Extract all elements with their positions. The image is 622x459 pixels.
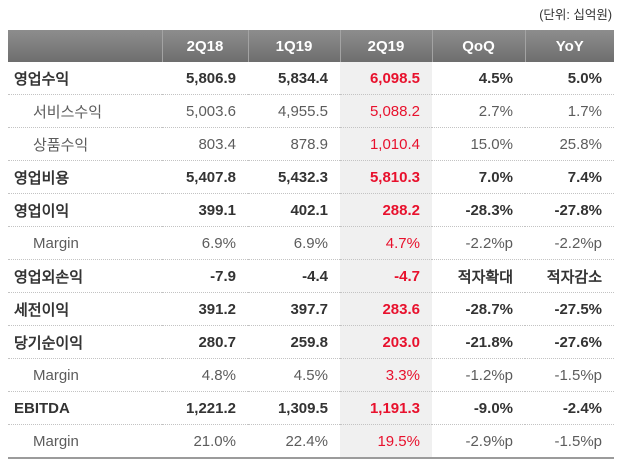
cell: 803.4 <box>162 127 248 161</box>
row-label: 영업이익 <box>8 193 162 227</box>
cell: 283.6 <box>340 292 432 326</box>
cell: 4,955.5 <box>248 94 340 128</box>
table-row: 영업비용 5,407.8 5,432.3 5,810.3 7.0% 7.4% <box>8 160 614 194</box>
cell: -9.0% <box>432 391 525 425</box>
cell: -27.6% <box>525 325 614 359</box>
cell: 1,221.2 <box>162 391 248 425</box>
cell: -27.8% <box>525 193 614 227</box>
table-row: Margin 21.0% 22.4% 19.5% -2.9%p -1.5%p <box>8 424 614 459</box>
row-label: Margin <box>8 226 162 260</box>
cell: 4.5% <box>248 358 340 392</box>
table-header: 2Q18 1Q19 2Q19 QoQ YoY <box>8 30 614 62</box>
cell: 259.8 <box>248 325 340 359</box>
column-header-label <box>8 30 162 62</box>
cell: 5,088.2 <box>340 94 432 128</box>
cell: -4.4 <box>248 259 340 293</box>
table-row: 당기순이익 280.7 259.8 203.0 -21.8% -27.6% <box>8 325 614 359</box>
cell: 4.8% <box>162 358 248 392</box>
cell: 3.3% <box>340 358 432 392</box>
table-row: 영업외손익 -7.9 -4.4 -4.7 적자확대 적자감소 <box>8 259 614 293</box>
cell: 21.0% <box>162 424 248 459</box>
cell: 5,806.9 <box>162 62 248 95</box>
table-row: 서비스수익 5,003.6 4,955.5 5,088.2 2.7% 1.7% <box>8 94 614 128</box>
table-row: Margin 4.8% 4.5% 3.3% -1.2%p -1.5%p <box>8 358 614 392</box>
cell: -21.8% <box>432 325 525 359</box>
cell: 적자확대 <box>432 259 525 293</box>
table-row: 상품수익 803.4 878.9 1,010.4 15.0% 25.8% <box>8 127 614 161</box>
unit-label: (단위: 십억원) <box>539 8 612 22</box>
cell: -2.2%p <box>525 226 614 260</box>
cell: 402.1 <box>248 193 340 227</box>
cell: 878.9 <box>248 127 340 161</box>
row-label: 서비스수익 <box>8 94 162 128</box>
column-header-1q19: 1Q19 <box>247 30 340 62</box>
cell: 19.5% <box>340 424 432 459</box>
row-label: 영업수익 <box>8 62 162 95</box>
column-header-qoq: QoQ <box>431 30 525 62</box>
cell: 391.2 <box>162 292 248 326</box>
cell: 4.7% <box>340 226 432 260</box>
cell: 15.0% <box>432 127 525 161</box>
table-row: Margin 6.9% 6.9% 4.7% -2.2%p -2.2%p <box>8 226 614 260</box>
cell: -1.2%p <box>432 358 525 392</box>
row-label: 상품수익 <box>8 127 162 161</box>
cell: 397.7 <box>248 292 340 326</box>
cell: 399.1 <box>162 193 248 227</box>
cell: 5.0% <box>525 62 614 95</box>
row-label: EBITDA <box>8 391 162 425</box>
row-label: 세전이익 <box>8 292 162 326</box>
cell: 1.7% <box>525 94 614 128</box>
cell: -2.4% <box>525 391 614 425</box>
row-label: 당기순이익 <box>8 325 162 359</box>
header-row: 2Q18 1Q19 2Q19 QoQ YoY <box>8 30 614 62</box>
cell: -28.7% <box>432 292 525 326</box>
cell: 1,191.3 <box>340 391 432 425</box>
cell: 288.2 <box>340 193 432 227</box>
row-label: 영업비용 <box>8 160 162 194</box>
cell: -27.5% <box>525 292 614 326</box>
cell: 6,098.5 <box>340 62 432 95</box>
table-row: 영업수익 5,806.9 5,834.4 6,098.5 4.5% 5.0% <box>8 62 614 95</box>
cell: -2.9%p <box>432 424 525 459</box>
column-header-2q18: 2Q18 <box>161 30 248 62</box>
column-header-2q19: 2Q19 <box>339 30 432 62</box>
cell: 5,003.6 <box>162 94 248 128</box>
cell: 5,834.4 <box>248 62 340 95</box>
cell: 1,010.4 <box>340 127 432 161</box>
cell: 5,407.8 <box>162 160 248 194</box>
cell: 25.8% <box>525 127 614 161</box>
cell: -28.3% <box>432 193 525 227</box>
cell: -1.5%p <box>525 358 614 392</box>
table-body: 영업수익 5,806.9 5,834.4 6,098.5 4.5% 5.0% 서비스수익 5,… <box>8 62 614 459</box>
table-row: EBITDA 1,221.2 1,309.5 1,191.3 -9.0% -2.4% <box>8 391 614 425</box>
cell: 5,432.3 <box>248 160 340 194</box>
cell: 5,810.3 <box>340 160 432 194</box>
cell: 1,309.5 <box>248 391 340 425</box>
cell: 7.4% <box>525 160 614 194</box>
row-label: Margin <box>8 358 162 392</box>
cell: -1.5%p <box>525 424 614 459</box>
row-label: Margin <box>8 424 162 459</box>
cell: -4.7 <box>340 259 432 293</box>
cell: 적자감소 <box>525 259 614 293</box>
cell: 2.7% <box>432 94 525 128</box>
column-header-yoy: YoY <box>524 30 614 62</box>
cell: 280.7 <box>162 325 248 359</box>
row-label: 영업외손익 <box>8 259 162 293</box>
cell: 6.9% <box>248 226 340 260</box>
cell: -7.9 <box>162 259 248 293</box>
cell: 4.5% <box>432 62 525 95</box>
cell: 6.9% <box>162 226 248 260</box>
cell: 203.0 <box>340 325 432 359</box>
cell: 22.4% <box>248 424 340 459</box>
table-row: 영업이익 399.1 402.1 288.2 -28.3% -27.8% <box>8 193 614 227</box>
table-row: 세전이익 391.2 397.7 283.6 -28.7% -27.5% <box>8 292 614 326</box>
cell: 7.0% <box>432 160 525 194</box>
cell: -2.2%p <box>432 226 525 260</box>
financial-results-table: 2Q18 1Q19 2Q19 QoQ YoY 영업수익 5,806.9 5,834.4 6,0… <box>8 30 614 459</box>
